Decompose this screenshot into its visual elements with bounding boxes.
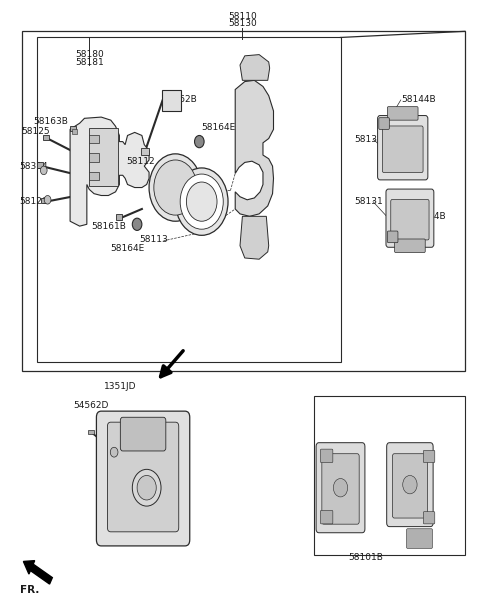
Bar xyxy=(89,154,99,162)
FancyBboxPatch shape xyxy=(96,411,190,546)
Bar xyxy=(88,430,94,435)
Bar xyxy=(41,198,48,203)
FancyBboxPatch shape xyxy=(316,443,365,533)
Bar xyxy=(314,396,465,555)
Text: 58113: 58113 xyxy=(140,235,168,244)
Bar xyxy=(162,90,180,111)
FancyBboxPatch shape xyxy=(395,239,425,252)
Circle shape xyxy=(154,160,197,215)
Text: 58131: 58131 xyxy=(354,197,383,206)
FancyBboxPatch shape xyxy=(423,450,435,462)
Text: 58112: 58112 xyxy=(126,157,155,166)
Text: 58131: 58131 xyxy=(354,134,383,144)
FancyBboxPatch shape xyxy=(108,422,179,532)
Text: 58101B: 58101B xyxy=(348,553,383,562)
Circle shape xyxy=(137,475,156,500)
FancyBboxPatch shape xyxy=(393,454,427,518)
Text: 58164E: 58164E xyxy=(110,244,144,253)
Text: FR.: FR. xyxy=(20,585,39,595)
Text: 58162B: 58162B xyxy=(162,95,197,104)
Circle shape xyxy=(149,154,202,221)
Text: 58120: 58120 xyxy=(19,197,48,206)
Circle shape xyxy=(40,166,47,174)
Circle shape xyxy=(194,136,204,148)
Text: 54562D: 54562D xyxy=(73,400,109,410)
Polygon shape xyxy=(235,80,274,216)
Circle shape xyxy=(186,182,217,221)
Text: 58130: 58130 xyxy=(228,19,257,28)
Text: 58144B: 58144B xyxy=(411,212,446,222)
Circle shape xyxy=(132,218,142,230)
Polygon shape xyxy=(240,55,270,80)
Bar xyxy=(36,37,340,362)
Polygon shape xyxy=(89,128,118,185)
Bar xyxy=(89,135,99,144)
Text: 58163B: 58163B xyxy=(33,117,68,126)
Text: 58180: 58180 xyxy=(75,50,104,59)
Circle shape xyxy=(403,475,417,494)
FancyArrow shape xyxy=(24,561,52,584)
Circle shape xyxy=(44,195,51,204)
Polygon shape xyxy=(240,216,269,259)
Circle shape xyxy=(132,469,161,506)
Bar xyxy=(72,130,77,134)
Circle shape xyxy=(110,447,118,457)
FancyBboxPatch shape xyxy=(391,200,429,240)
Bar xyxy=(89,171,99,180)
Circle shape xyxy=(175,168,228,235)
Text: 58314: 58314 xyxy=(19,161,48,171)
Bar xyxy=(36,163,43,168)
FancyBboxPatch shape xyxy=(322,454,359,524)
FancyBboxPatch shape xyxy=(387,443,433,527)
Circle shape xyxy=(333,478,348,497)
Circle shape xyxy=(180,174,223,229)
Text: 58161B: 58161B xyxy=(92,222,127,231)
FancyBboxPatch shape xyxy=(387,231,398,243)
Bar xyxy=(22,31,465,371)
FancyBboxPatch shape xyxy=(387,107,418,120)
Bar xyxy=(142,148,149,155)
Text: 58114A: 58114A xyxy=(172,180,207,189)
FancyBboxPatch shape xyxy=(378,115,428,180)
Polygon shape xyxy=(70,117,149,226)
FancyBboxPatch shape xyxy=(407,529,432,548)
FancyBboxPatch shape xyxy=(321,510,333,524)
Text: 1351JD: 1351JD xyxy=(104,382,136,391)
Text: 58164E: 58164E xyxy=(202,123,236,132)
Text: 58125: 58125 xyxy=(21,126,49,136)
Bar xyxy=(43,135,49,141)
FancyBboxPatch shape xyxy=(386,189,434,247)
FancyBboxPatch shape xyxy=(383,126,423,173)
FancyBboxPatch shape xyxy=(423,511,435,524)
Text: 58181: 58181 xyxy=(75,58,104,67)
FancyBboxPatch shape xyxy=(120,418,166,451)
Bar xyxy=(116,214,122,220)
FancyBboxPatch shape xyxy=(379,118,389,130)
Bar xyxy=(70,126,76,131)
Text: 58110: 58110 xyxy=(228,12,257,20)
FancyBboxPatch shape xyxy=(321,449,333,462)
Text: 58144B: 58144B xyxy=(402,95,436,104)
